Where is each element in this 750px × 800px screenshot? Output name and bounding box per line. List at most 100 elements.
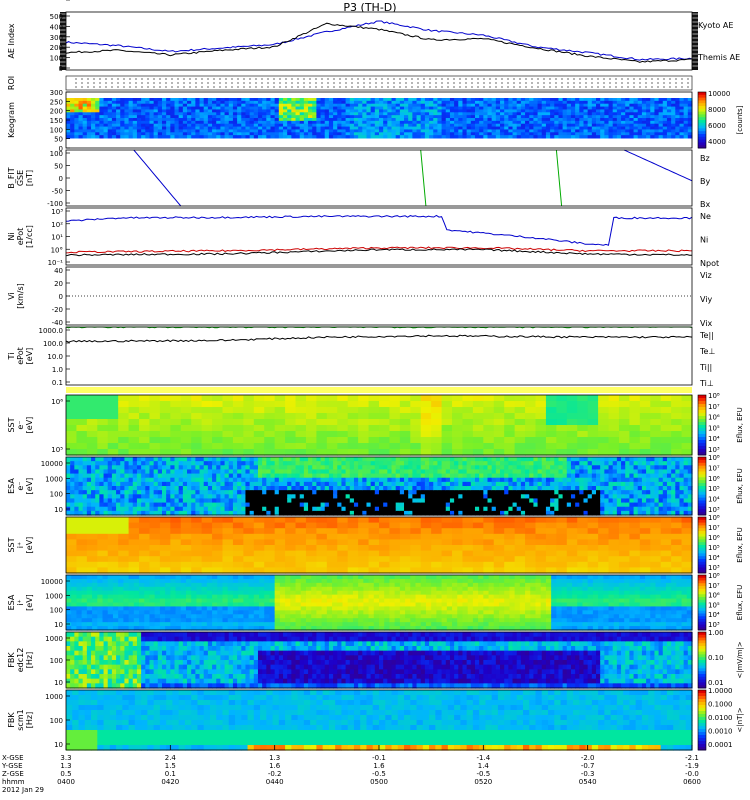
sst_e-cell	[608, 431, 620, 438]
sst_e-cell	[410, 413, 422, 420]
keogram-cell	[616, 135, 622, 139]
esa_e-cell	[320, 469, 326, 475]
keogram-cell	[579, 123, 584, 128]
keogram-cell	[625, 135, 630, 139]
sst_e-cell	[618, 407, 630, 414]
roi-dot	[609, 78, 611, 80]
esa_e-cell	[566, 473, 572, 479]
esa_e-cell	[541, 465, 547, 471]
keogram-cell	[462, 98, 468, 102]
sst_e-cell	[107, 449, 119, 456]
esa_e-cell	[504, 486, 509, 491]
esa_e-cell	[433, 477, 439, 483]
keogram-cell	[245, 100, 251, 105]
keogram-cell	[437, 106, 443, 110]
sst_e-cell	[399, 425, 411, 432]
sst_e-cell	[170, 443, 182, 450]
keogram-cell	[504, 106, 509, 110]
esa_e-cell	[274, 498, 280, 504]
esa_e-cell	[337, 506, 343, 512]
keogram-cell	[174, 115, 180, 119]
keogram-cell	[161, 129, 167, 133]
esa_e-cell	[345, 510, 351, 516]
esa_e-cell	[575, 461, 580, 466]
keogram-cell	[362, 135, 367, 139]
keogram-cell	[433, 118, 438, 122]
roi-dot	[243, 86, 245, 88]
esa_e-cell	[404, 494, 409, 500]
esa_e-cell	[249, 506, 255, 512]
keogram-cell	[658, 126, 664, 130]
esa_e-cell	[70, 457, 75, 462]
keogram-cell	[554, 106, 559, 110]
keogram-cell	[570, 109, 576, 113]
esa_e-cell	[458, 502, 464, 508]
keogram-cell	[399, 100, 405, 105]
roi-dot	[429, 86, 431, 88]
esa_e-cell	[470, 486, 476, 491]
esa_e-cell	[387, 494, 393, 500]
keogram-cell	[82, 123, 88, 128]
keogram-cell	[537, 120, 543, 125]
esa_e-cell	[558, 461, 564, 466]
esa_e-cell	[328, 510, 334, 516]
sst_e-cell	[566, 413, 578, 420]
keogram-cell	[374, 129, 380, 133]
keogram-cell	[370, 129, 376, 133]
keogram-cell	[562, 126, 568, 130]
keogram-cell	[587, 129, 593, 133]
sst_e-cell	[431, 413, 443, 420]
esa_e-cell	[537, 473, 543, 479]
keogram-cell	[245, 135, 251, 139]
keogram-cell	[650, 135, 655, 139]
esa_e-cell	[228, 477, 234, 483]
esa_e-cell	[358, 461, 363, 466]
keogram-cell	[474, 106, 480, 110]
esa_e-cell	[566, 469, 572, 475]
keogram-cell	[387, 98, 393, 102]
esa_e-cell	[103, 481, 109, 487]
esa_e-cell	[78, 506, 84, 512]
keogram-cell	[616, 118, 622, 122]
sst_e-cell	[118, 395, 130, 402]
bfield-series-by	[420, 149, 427, 207]
ae-ytick-label: 500	[50, 13, 63, 21]
esa_e-cell	[308, 481, 313, 487]
esa_e-cell	[245, 506, 251, 512]
keogram-cell	[683, 129, 689, 133]
keogram-cell	[671, 100, 676, 105]
esa_e-cell	[341, 502, 347, 508]
esa_e-cell	[416, 461, 422, 466]
esa_e-cell	[149, 502, 155, 508]
keogram-cell	[228, 118, 234, 122]
roi-dot	[525, 78, 527, 80]
sst_e-cell	[305, 431, 317, 438]
keogram-cell	[161, 132, 167, 136]
esa_e-cell	[362, 490, 368, 495]
esa_e-cell	[99, 465, 105, 471]
sst_e-cell	[618, 413, 630, 420]
esa_e-cell	[387, 490, 393, 495]
keogram-cell	[170, 103, 176, 108]
esa_e-cell	[166, 465, 171, 471]
esa_e-cell	[228, 494, 234, 500]
sst_e-cell	[149, 449, 161, 456]
sst_e-cell	[86, 431, 98, 438]
sst_e-cell	[170, 419, 182, 426]
keogram-cell	[191, 109, 196, 113]
sst_e-cell	[274, 443, 286, 450]
sst_e-cell	[358, 437, 370, 444]
keogram-cell	[570, 123, 576, 128]
esa_e-cell	[487, 469, 493, 475]
sst_e-cell	[66, 413, 78, 420]
esa_e-cell	[95, 502, 100, 508]
esa_e-cell	[433, 490, 439, 495]
esa_e-cell	[512, 506, 518, 512]
esa_e-cell	[591, 498, 597, 504]
keogram-cell	[266, 98, 271, 102]
roi-dot	[111, 82, 113, 84]
keogram-cell	[149, 132, 155, 136]
esa_e-cell	[358, 465, 363, 471]
esa_e-cell	[86, 490, 92, 495]
keogram-cell	[91, 120, 96, 125]
